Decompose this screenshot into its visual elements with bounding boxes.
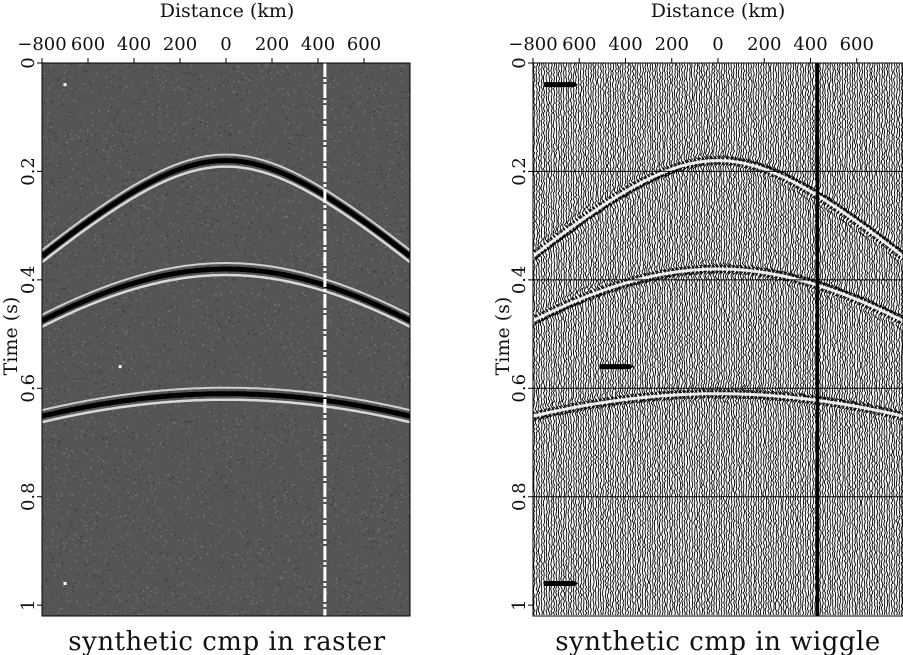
x-tick-label: 0 [220, 34, 231, 55]
wiggle-y-ticks: 0 0.2 0.4 0.6 0.8 1 [509, 57, 533, 611]
reflection-0 [42, 153, 410, 252]
y-tick-label: 0.4 [18, 266, 39, 295]
x-tick-label: 600 [71, 34, 105, 55]
x-tick-label: 400 [793, 34, 827, 55]
y-tick-label: 0 [18, 57, 39, 68]
spike-2 [63, 581, 67, 585]
x-tick-label: 200 [255, 34, 289, 55]
y-tick-label: 0.8 [509, 482, 530, 511]
y-tick-label: 0.2 [18, 157, 39, 186]
raster-y-ticks: 0 0.2 0.4 0.6 0.8 1 [18, 57, 42, 611]
wiggle-event-core-2 [533, 392, 903, 418]
spike-0 [63, 83, 67, 87]
x-tick-label: 600 [347, 34, 381, 55]
raster-background [42, 63, 410, 616]
reflection-0 [42, 165, 410, 264]
y-tick-label: 0 [509, 57, 530, 68]
x-tick-label: 200 [163, 34, 197, 55]
reflection-2 [42, 391, 410, 419]
wiggle-event-core-1 [533, 267, 903, 323]
spike-2 [544, 580, 579, 586]
wiggle-plot-area [532, 62, 903, 617]
y-tick-label: 0.2 [509, 157, 530, 186]
y-tick-label: 1 [18, 599, 39, 610]
wiggle-x-ticks: −800 600 400 200 0 200 400 600 [508, 34, 874, 63]
wiggle-y-axis-title: Time (s) [492, 297, 514, 376]
reflection-2 [42, 398, 410, 424]
x-tick-label: −800 [508, 34, 557, 55]
reflection-1 [42, 262, 410, 316]
x-tick-label: 400 [117, 34, 151, 55]
y-tick-label: 0.4 [509, 266, 530, 295]
raster-panel: Distance (km) Time (s) −800 600 400 200 0 200… [0, 0, 411, 655]
x-tick-label: 200 [655, 34, 689, 55]
reflection-1 [42, 273, 410, 328]
spike-0 [544, 82, 579, 88]
plot-frame [532, 62, 903, 617]
wiggle-caption: synthetic cmp in wiggle [555, 627, 880, 655]
spike-1 [118, 365, 122, 369]
y-tick-label: 1 [509, 599, 530, 610]
raster-caption: synthetic cmp in raster [68, 627, 386, 655]
y-tick-label: 0.6 [18, 374, 39, 403]
wiggle-panel: Distance (km) Time (s) −800 600 400 200 0 200… [492, 0, 903, 655]
raster-y-axis-title: Time (s) [0, 297, 22, 376]
raster-x-ticks: −800 600 400 200 0 200 400 600 [17, 34, 381, 63]
wiggle-event-core-0 [533, 159, 903, 258]
x-tick-label: −800 [17, 34, 66, 55]
reflection-1 [42, 266, 410, 324]
y-tick-label: 0.8 [18, 482, 39, 511]
plot-content [533, 63, 903, 616]
x-tick-label: 400 [301, 34, 335, 55]
spike-1 [599, 364, 634, 370]
reflection-0 [42, 158, 410, 259]
wiggle-x-axis-title: Distance (km) [651, 0, 786, 22]
x-tick-label: 600 [562, 34, 596, 55]
x-tick-label: 600 [840, 34, 874, 55]
x-tick-label: 200 [747, 34, 781, 55]
raster-x-axis-title: Distance (km) [160, 0, 295, 22]
reflection-2 [42, 386, 410, 412]
y-tick-label: 0.6 [509, 374, 530, 403]
plot-frame [41, 62, 411, 617]
wiggle-traces [533, 63, 903, 616]
plot-content [42, 63, 410, 616]
raster-plot-area [41, 62, 411, 617]
x-tick-label: 400 [608, 34, 642, 55]
x-tick-label: 0 [712, 34, 723, 55]
